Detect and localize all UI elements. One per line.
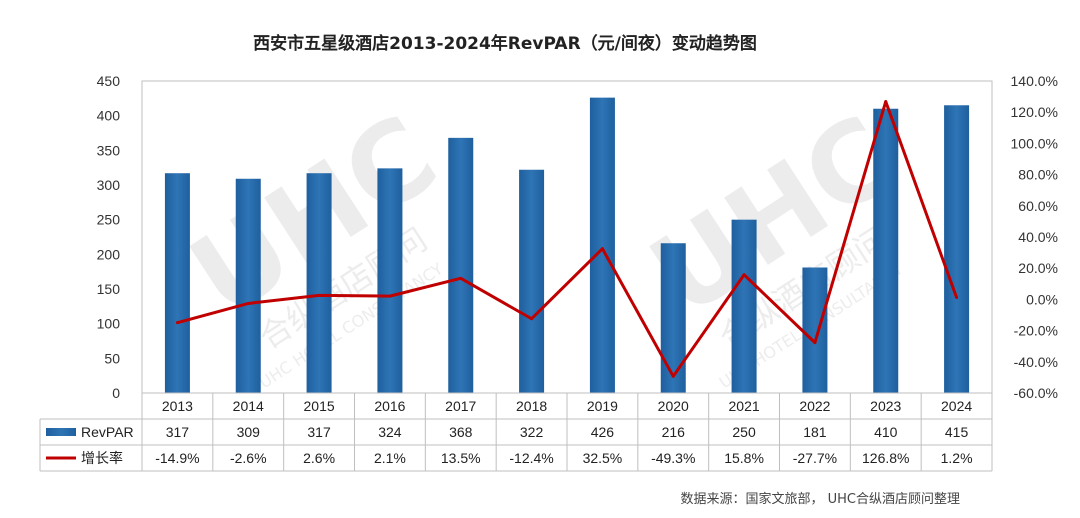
y-right-tick-label: -60.0% xyxy=(1014,385,1058,401)
x-tick-label: 2018 xyxy=(516,398,547,414)
table-cell-revpar: 317 xyxy=(166,424,190,440)
chart-title: 西安市五星级酒店2013-2024年RevPAR（元/间夜）变动趋势图 xyxy=(253,33,757,54)
bar-revpar-2016 xyxy=(377,168,403,393)
y-right-tick-label: 80.0% xyxy=(1018,167,1058,183)
table-cell-growth: -2.6% xyxy=(230,450,267,466)
legend-label-revpar: RevPAR xyxy=(81,424,134,440)
y-right-tick-label: 0.0% xyxy=(1026,291,1058,307)
growth-point-2016 xyxy=(388,294,392,298)
table-cell-revpar: 250 xyxy=(732,424,756,440)
growth-point-2018 xyxy=(530,317,534,321)
y-left-tick-label: 250 xyxy=(97,212,121,228)
bar-revpar-2017 xyxy=(448,137,474,393)
growth-rate-line xyxy=(177,100,958,378)
table-cell-revpar: 410 xyxy=(874,424,898,440)
growth-point-2020 xyxy=(671,374,675,378)
bar-revpar-2022 xyxy=(802,267,828,393)
x-tick-label: 2015 xyxy=(304,398,335,414)
table-cell-growth: 2.1% xyxy=(374,450,406,466)
source-note: 数据来源：国家文旅部， UHC合纵酒店顾问整理 xyxy=(680,491,960,507)
x-tick-label: 2021 xyxy=(729,398,760,414)
y-left-tick-label: 450 xyxy=(97,73,121,89)
bar-revpar-2020 xyxy=(660,243,686,393)
y-right-tick-label: -20.0% xyxy=(1014,323,1058,339)
table-cell-growth: 15.8% xyxy=(724,450,764,466)
table-cell-growth: -49.3% xyxy=(651,450,695,466)
y-left-tick-label: 400 xyxy=(97,108,121,124)
growth-point-2021 xyxy=(742,273,746,277)
x-tick-label: 2024 xyxy=(941,398,972,414)
table-cell-revpar: 324 xyxy=(378,424,402,440)
y-right-tick-label: 40.0% xyxy=(1018,229,1058,245)
y-right-tick-label: -40.0% xyxy=(1014,354,1058,370)
table-cell-growth: 126.8% xyxy=(862,450,909,466)
y-right-tick-label: 60.0% xyxy=(1018,198,1058,214)
bar-revpar-2023 xyxy=(873,108,899,393)
table-cell-revpar: 415 xyxy=(945,424,969,440)
bar-revpar-2019 xyxy=(589,97,615,393)
y-left-tick-label: 150 xyxy=(97,281,121,297)
y-left-tick-label: 0 xyxy=(112,385,120,401)
table-cell-revpar: 309 xyxy=(237,424,261,440)
table-cell-growth: -12.4% xyxy=(509,450,553,466)
y-left-tick-label: 300 xyxy=(97,177,121,193)
table-cell-growth: 2.6% xyxy=(303,450,335,466)
table-cell-growth: 32.5% xyxy=(583,450,623,466)
bar-revpar-2013 xyxy=(164,173,190,393)
bar-revpar-2015 xyxy=(306,173,332,393)
table-cell-revpar: 317 xyxy=(307,424,331,440)
table-cell-growth: -27.7% xyxy=(793,450,837,466)
x-tick-label: 2019 xyxy=(587,398,618,414)
x-tick-label: 2023 xyxy=(870,398,901,414)
y-left-tick-label: 200 xyxy=(97,246,121,262)
y-left-tick-label: 100 xyxy=(97,316,121,332)
y-right-tick-label: 120.0% xyxy=(1011,104,1058,120)
x-tick-label: 2022 xyxy=(799,398,830,414)
growth-point-2019 xyxy=(600,247,604,251)
y-left-tick-label: 50 xyxy=(104,350,120,366)
growth-point-2014 xyxy=(246,301,250,305)
x-tick-label: 2020 xyxy=(658,398,689,414)
growth-point-2017 xyxy=(459,276,463,280)
y-right-tick-label: 100.0% xyxy=(1011,135,1058,151)
growth-point-2015 xyxy=(317,293,321,297)
growth-point-2022 xyxy=(813,341,817,345)
bar-revpar-2018 xyxy=(519,169,545,393)
y-right-tick-label: 20.0% xyxy=(1018,260,1058,276)
table-cell-growth: 13.5% xyxy=(441,450,481,466)
growth-point-2024 xyxy=(955,296,959,300)
table-cell-growth: 1.2% xyxy=(941,450,973,466)
x-tick-label: 2016 xyxy=(374,398,405,414)
table-cell-revpar: 181 xyxy=(803,424,827,440)
table-cell-revpar: 216 xyxy=(662,424,686,440)
y-right-tick-label: 140.0% xyxy=(1011,73,1058,89)
x-tick-label: 2013 xyxy=(162,398,193,414)
growth-point-2023 xyxy=(884,100,888,104)
y-left-tick-label: 350 xyxy=(97,142,121,158)
growth-point-2013 xyxy=(175,321,179,325)
bar-revpar-2014 xyxy=(235,178,261,393)
legend-label-growth: 增长率 xyxy=(81,450,123,466)
table-cell-revpar: 426 xyxy=(591,424,615,440)
table-cell-revpar: 368 xyxy=(449,424,473,440)
bar-revpar-2024 xyxy=(944,105,970,394)
bar-revpar-2021 xyxy=(731,219,757,393)
table-cell-growth: -14.9% xyxy=(155,450,199,466)
table-cell-revpar: 322 xyxy=(520,424,544,440)
x-tick-label: 2014 xyxy=(233,398,264,414)
x-tick-label: 2017 xyxy=(445,398,476,414)
legend-key-revpar xyxy=(46,428,76,436)
